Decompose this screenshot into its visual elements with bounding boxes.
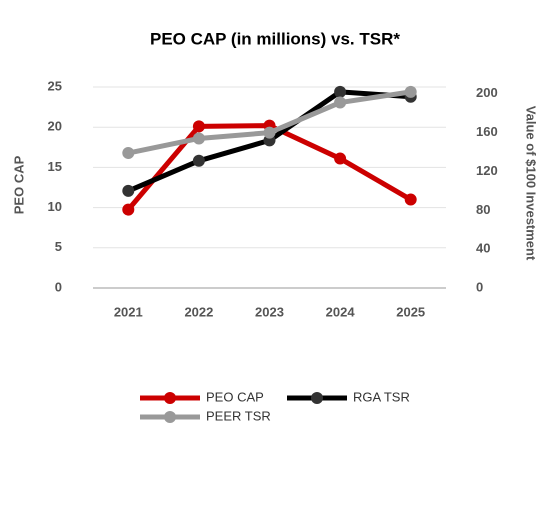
point [192,154,205,167]
y-tick-label: 20 [48,119,62,134]
point [334,85,347,98]
y2-tick-label: 160 [476,124,498,139]
y-tick-label: 0 [55,279,62,294]
point [404,85,417,98]
point [404,193,417,206]
y-tick-label: 5 [55,239,62,254]
x-tick-label: 2025 [396,304,425,319]
point [122,203,135,216]
point [263,126,276,139]
legend-label: PEER TSR [206,408,271,423]
legend-label: PEO CAP [206,389,264,404]
legend-label: RGA TSR [353,389,410,404]
x-tick-label: 2023 [255,304,284,319]
y-axis-title: PEO CAP [11,155,26,214]
point [192,132,205,145]
point [334,152,347,165]
y2-tick-label: 120 [476,163,498,178]
x-tick-label: 2022 [184,304,213,319]
y2-tick-label: 80 [476,202,490,217]
y2-axis-title: Value of $100 Investment [524,106,539,261]
legend-marker [164,392,176,404]
legend-marker [311,392,323,404]
point [334,96,347,109]
point [122,184,135,197]
y2-tick-label: 200 [476,85,498,100]
y-tick-label: 15 [48,159,62,174]
x-tick-label: 2021 [114,304,143,319]
y2-tick-label: 0 [476,279,483,294]
y-tick-label: 10 [48,199,62,214]
y2-tick-label: 40 [476,241,490,256]
y-tick-label: 25 [48,78,62,93]
legend-marker [164,411,176,423]
x-tick-label: 2024 [326,304,356,319]
point [122,147,135,160]
chart-title: PEO CAP (in millions) vs. TSR* [150,29,400,48]
point [192,120,205,133]
